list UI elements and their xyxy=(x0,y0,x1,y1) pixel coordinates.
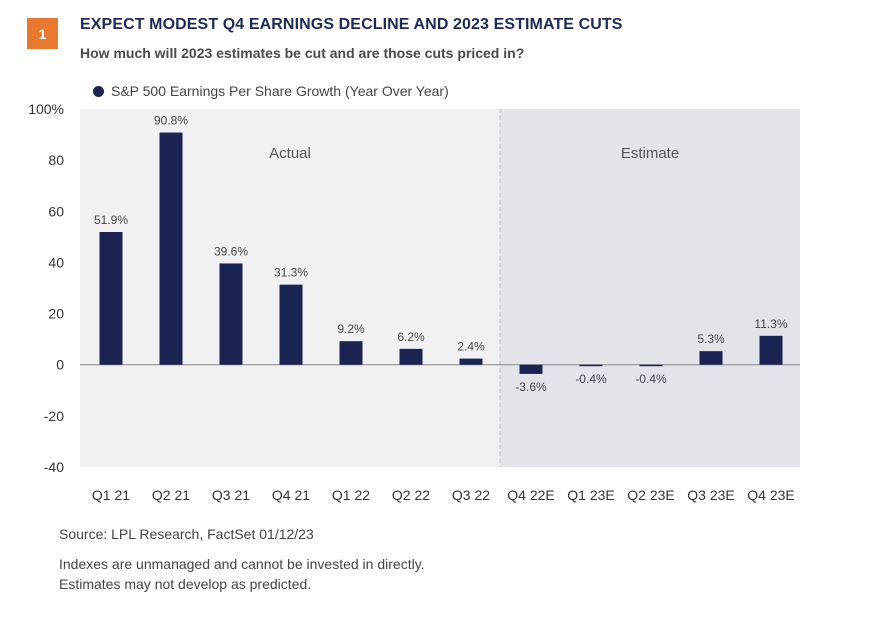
data-label: 51.9% xyxy=(94,213,128,227)
data-label: -0.4% xyxy=(575,372,607,386)
x-tick-label: Q3 21 xyxy=(212,487,250,503)
x-tick-label: Q2 22 xyxy=(392,487,430,503)
data-label: 31.3% xyxy=(274,266,308,280)
data-label: 5.3% xyxy=(697,332,725,346)
x-axis: Q1 21 Q2 21 Q3 21 Q4 21 Q1 22 Q2 22 Q3 22 Q4 22… xyxy=(92,487,795,503)
disclaimer-line-2: Estimates may not develop as predicted. xyxy=(59,576,312,592)
y-tick-label: 20 xyxy=(48,306,64,322)
data-label: 2.4% xyxy=(457,340,485,354)
data-label: -3.6% xyxy=(515,380,547,394)
y-tick-label: -40 xyxy=(44,459,64,475)
figure-number-badge: 1 xyxy=(27,18,58,49)
y-tick-label: -20 xyxy=(44,408,64,424)
bar xyxy=(219,263,243,365)
bar xyxy=(759,335,783,365)
bar xyxy=(279,284,303,365)
source-note: Source: LPL Research, FactSet 01/12/23 xyxy=(59,526,314,542)
estimate-shading xyxy=(500,109,800,467)
x-tick-label: Q1 22 xyxy=(332,487,370,503)
bar xyxy=(579,364,603,367)
legend-label: S&P 500 Earnings Per Share Growth (Year … xyxy=(111,83,449,99)
chart-legend: S&P 500 Earnings Per Share Growth (Year … xyxy=(93,83,449,99)
bar xyxy=(639,364,663,367)
y-axis: 100% 80 60 40 20 0 -20 -40 xyxy=(28,101,64,475)
bar xyxy=(459,358,483,365)
x-tick-label: Q3 23E xyxy=(687,487,734,503)
bar xyxy=(159,132,183,365)
plot-area xyxy=(80,109,800,467)
x-tick-label: Q4 21 xyxy=(272,487,310,503)
bar xyxy=(339,341,363,365)
y-tick-label: 40 xyxy=(48,254,64,270)
data-label: 9.2% xyxy=(337,322,365,336)
chart-title: EXPECT MODEST Q4 EARNINGS DECLINE AND 20… xyxy=(80,16,623,33)
x-tick-label: Q1 21 xyxy=(92,487,130,503)
y-tick-label: 0 xyxy=(56,357,64,373)
data-label: -0.4% xyxy=(635,372,667,386)
data-label: 11.3% xyxy=(754,317,787,331)
region-label: Estimate xyxy=(621,145,679,162)
x-tick-label: Q4 22E xyxy=(507,487,554,503)
data-label: 39.6% xyxy=(214,244,248,258)
region-labels: Actual Estimate xyxy=(269,145,679,162)
x-tick-label: Q3 22 xyxy=(452,487,490,503)
data-label: 90.8% xyxy=(154,114,188,128)
disclaimer-line-1: Indexes are unmanaged and cannot be inve… xyxy=(59,556,425,572)
x-tick-label: Q1 23E xyxy=(567,487,614,503)
x-tick-label: Q4 23E xyxy=(747,487,794,503)
bar xyxy=(519,364,543,374)
bar xyxy=(99,231,123,365)
chart-subtitle: How much will 2023 estimates be cut and … xyxy=(80,45,525,61)
y-tick-label: 80 xyxy=(48,152,64,168)
data-label: 6.2% xyxy=(397,330,425,344)
data-labels: 51.9% 90.8% 39.6% 31.3% 9.2% 6.2% 2.4% -3.6% -0.… xyxy=(94,114,788,394)
x-tick-label: Q2 23E xyxy=(627,487,674,503)
bar xyxy=(399,348,423,365)
x-tick-label: Q2 21 xyxy=(152,487,190,503)
bar xyxy=(699,351,723,365)
y-tick-label: 60 xyxy=(48,203,64,219)
region-label: Actual xyxy=(269,145,311,162)
legend-marker-icon xyxy=(93,85,104,97)
bars xyxy=(99,132,783,374)
y-tick-label: 100% xyxy=(28,101,64,117)
